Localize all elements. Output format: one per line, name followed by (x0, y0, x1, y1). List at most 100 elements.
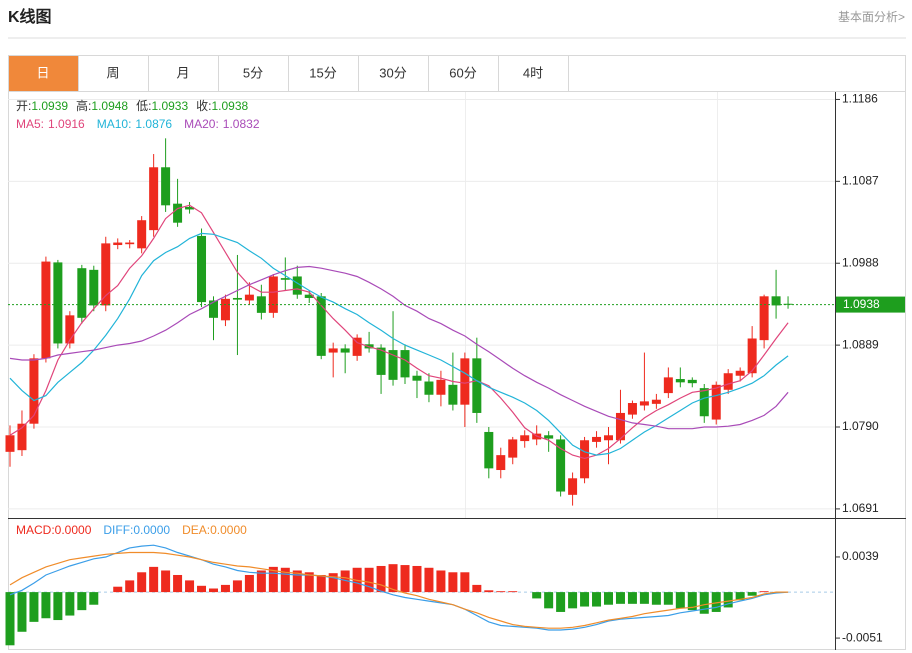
macd-bar (568, 592, 578, 609)
tab-label[interactable]: 周 (106, 65, 119, 80)
candle-body (460, 358, 470, 405)
candle-body (376, 347, 386, 375)
candle-body (699, 388, 709, 417)
candle-body (472, 358, 482, 413)
legend-value: 0.0000 (210, 523, 247, 537)
macd-bar (532, 592, 542, 599)
legend-name: DIFF: (103, 523, 133, 537)
chart-frame (8, 55, 906, 650)
candle-body (627, 403, 637, 415)
candle-body (544, 435, 554, 439)
y-tick-label: -0.0051 (842, 630, 883, 644)
candle-body (65, 315, 75, 344)
plot-layer: 日 周 月 5分 15分 30分 60分 4时 1.1186 1.1087 1.0988 1.0889… (5, 55, 905, 646)
macd-bar (244, 574, 254, 593)
tab-label[interactable]: 15分 (309, 65, 336, 80)
macd-bar (711, 592, 721, 612)
macd-bar (388, 564, 398, 593)
candle-body (352, 337, 362, 356)
macd-bar (316, 574, 326, 593)
ohlc-value: 1.0948 (91, 99, 128, 113)
candle-body (568, 478, 578, 495)
ohlc-value: 1.0939 (31, 99, 68, 113)
candle-body (651, 399, 661, 404)
ohlc-label: 开: (16, 99, 31, 113)
candle-body (113, 242, 123, 246)
candle-body (759, 296, 769, 341)
macd-bar (735, 592, 745, 601)
candle-body (101, 243, 111, 306)
macd-bar (663, 592, 673, 605)
candle-body (328, 348, 338, 353)
macd-bar (328, 573, 338, 593)
tab-label[interactable]: 月 (176, 65, 189, 80)
ohlc-header: 开:1.0939 高:1.0948 低:1.0933 收:1.0938 (16, 98, 249, 113)
candle-body (412, 375, 422, 381)
indicator-line (9, 551, 789, 629)
macd-bar (376, 565, 386, 593)
last-price-label: 1.0938 (843, 297, 880, 311)
candle-body (484, 431, 494, 469)
legend-name: MA20: (184, 117, 219, 131)
tab-label[interactable]: 30分 (379, 65, 406, 80)
candle-body (496, 455, 506, 471)
candle-body (687, 379, 697, 384)
macd-bar (460, 572, 470, 593)
legend-name: DEA: (182, 523, 210, 537)
candle-body (232, 297, 242, 300)
candle-body (17, 423, 27, 451)
macd-bar (304, 572, 314, 593)
y-tick-label: 1.0988 (842, 255, 879, 269)
candle-body (424, 381, 434, 395)
tab[interactable] (428, 55, 499, 92)
tab[interactable] (288, 55, 359, 92)
y-tick-label: 1.0889 (842, 337, 879, 351)
macd-bar (161, 570, 171, 593)
macd-bar (508, 591, 518, 593)
tab-label[interactable]: 4时 (523, 65, 543, 80)
candle-body (436, 379, 446, 395)
macd-bar (292, 570, 302, 593)
tab[interactable] (358, 55, 429, 92)
indicator-line (9, 265, 789, 430)
tab-label[interactable]: 日 (36, 65, 49, 80)
macd-bar (580, 592, 590, 607)
candle-body (723, 373, 733, 390)
candle-body (747, 338, 757, 374)
candle-body (316, 296, 326, 356)
candle-body (125, 242, 135, 245)
macd-bar (627, 592, 637, 604)
macd-bar (173, 574, 183, 593)
legend-value: 1.0832 (223, 117, 260, 131)
tab-label[interactable]: 60分 (449, 65, 476, 80)
candle-body (5, 435, 15, 452)
candle-body (711, 384, 721, 420)
candle-body (220, 298, 230, 321)
indicator-line (9, 204, 789, 460)
tab[interactable] (218, 55, 289, 92)
macd-bar (232, 580, 242, 593)
macd-bar (699, 592, 709, 614)
ohlc-label: 低: (136, 99, 151, 113)
candle-body (29, 358, 39, 424)
candle-body (508, 439, 518, 458)
candle-body (41, 261, 51, 359)
tab-label[interactable]: 5分 (243, 65, 263, 80)
ohlc-value: 1.0933 (151, 99, 188, 113)
tab[interactable] (8, 55, 79, 92)
tab[interactable] (498, 55, 569, 92)
legend-value: 1.0916 (48, 117, 85, 131)
macd-bar (220, 584, 230, 593)
fundamental-link[interactable]: 基本面分析> (838, 10, 905, 24)
macd-bar (556, 592, 566, 612)
macd-bar (77, 592, 87, 611)
candle-body (580, 440, 590, 479)
candle-body (280, 278, 290, 280)
macd-bar (544, 592, 554, 609)
candle-body (53, 262, 63, 344)
macd-bar (53, 592, 63, 621)
legend-value: 1.0876 (135, 117, 172, 131)
candle-body (592, 436, 602, 442)
macd-legend: MACD:0.0000 DIFF:0.0000 DEA:0.0000 (16, 523, 247, 537)
